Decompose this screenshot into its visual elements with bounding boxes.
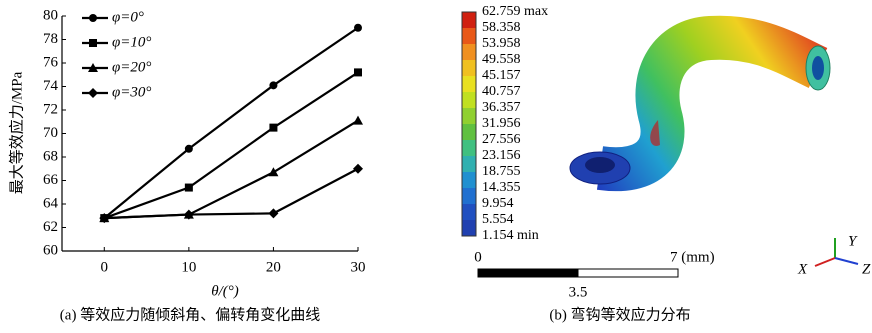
colorbar-band <box>462 92 476 108</box>
marker <box>89 39 97 47</box>
colorbar-label: 14.355 <box>482 180 521 195</box>
colorbar-band <box>462 44 476 60</box>
colorbar-label: 9.954 <box>482 196 514 211</box>
scale-bar <box>478 269 578 277</box>
y-tick-label: 68 <box>43 148 58 164</box>
colorbar-band <box>462 76 476 92</box>
scale-bar <box>578 269 678 277</box>
legend-label: φ=20° <box>112 59 151 75</box>
colorbar-band <box>462 60 476 76</box>
y-tick-label: 76 <box>43 54 59 70</box>
y-tick-label: 72 <box>43 101 58 117</box>
y-tick-label: 64 <box>43 195 59 211</box>
y-tick-label: 74 <box>43 78 59 94</box>
scale-label: 7 (mm) <box>670 249 715 265</box>
colorbar-band <box>462 108 476 124</box>
colorbar-label: 18.755 <box>482 164 521 179</box>
colorbar-band <box>462 140 476 156</box>
pipe-render <box>570 38 830 184</box>
marker <box>89 14 97 22</box>
axis-letter: Y <box>848 233 858 249</box>
marker <box>268 167 278 176</box>
marker <box>185 184 193 192</box>
axis-letter: Z <box>862 261 871 277</box>
colorbar-label: 49.558 <box>482 52 521 67</box>
y-axis-label: 最大等效应力/MPa <box>7 71 25 194</box>
colorbar-label: 36.357 <box>482 100 521 115</box>
x-axis-label: θ/(°) <box>211 283 239 299</box>
legend-label: φ=10° <box>112 34 151 50</box>
marker <box>353 164 363 174</box>
legend-label: φ=30° <box>112 84 151 100</box>
caption: (b) 弯钩等效应力分布 <box>549 305 690 323</box>
colorbar-band <box>462 220 476 236</box>
caption: (a) 等效应力随倾斜角、偏转角变化曲线 <box>60 305 320 323</box>
colorbar-label: 62.759 max <box>482 4 548 19</box>
axis-triad: Y X Z <box>797 233 871 277</box>
colorbar-band <box>462 204 476 220</box>
colorbar-label: 53.958 <box>482 36 521 51</box>
legend-label: φ=0° <box>112 9 144 25</box>
marker <box>268 208 278 218</box>
y-tick-label: 62 <box>43 219 58 235</box>
marker <box>269 124 277 132</box>
colorbar-band <box>462 12 476 28</box>
y-tick-label: 60 <box>43 242 58 258</box>
y-tick-label: 70 <box>43 125 58 141</box>
colorbar-label: 58.358 <box>482 20 521 35</box>
colorbar-band <box>462 156 476 172</box>
scale-label: 0 <box>474 249 482 265</box>
colorbar-band <box>462 28 476 44</box>
colorbar-label: 5.554 <box>482 212 514 227</box>
x-tick-label: 0 <box>101 259 109 275</box>
x-tick-label: 30 <box>351 259 366 275</box>
axis-letter: X <box>797 261 808 277</box>
x-tick-label: 20 <box>266 259 281 275</box>
marker <box>353 116 363 125</box>
scale-label: 3.5 <box>569 284 588 300</box>
colorbar-label: 45.157 <box>482 68 521 83</box>
figure: 最大等效应力/MPa θ/(°) (a) 等效应力随倾斜角、偏转角变化曲线 (b… <box>0 0 872 328</box>
y-tick-label: 80 <box>43 7 58 23</box>
colorbar-band <box>462 124 476 140</box>
colorbar-label: 23.156 <box>482 148 521 163</box>
y-tick-label: 66 <box>43 172 59 188</box>
marker <box>269 81 277 89</box>
colorbar-label: 1.154 min <box>482 228 539 243</box>
colorbar-band <box>462 188 476 204</box>
marker <box>354 68 362 76</box>
colorbar-label: 31.956 <box>482 116 521 131</box>
colorbar: 62.759 max58.35853.95849.55845.15740.757… <box>462 4 548 243</box>
colorbar-label: 40.757 <box>482 84 521 99</box>
marker <box>354 24 362 32</box>
x-tick-label: 10 <box>181 259 196 275</box>
marker <box>185 145 193 153</box>
y-tick-label: 78 <box>43 31 58 47</box>
marker <box>88 88 98 98</box>
colorbar-band <box>462 172 476 188</box>
colorbar-label: 27.556 <box>482 132 521 147</box>
